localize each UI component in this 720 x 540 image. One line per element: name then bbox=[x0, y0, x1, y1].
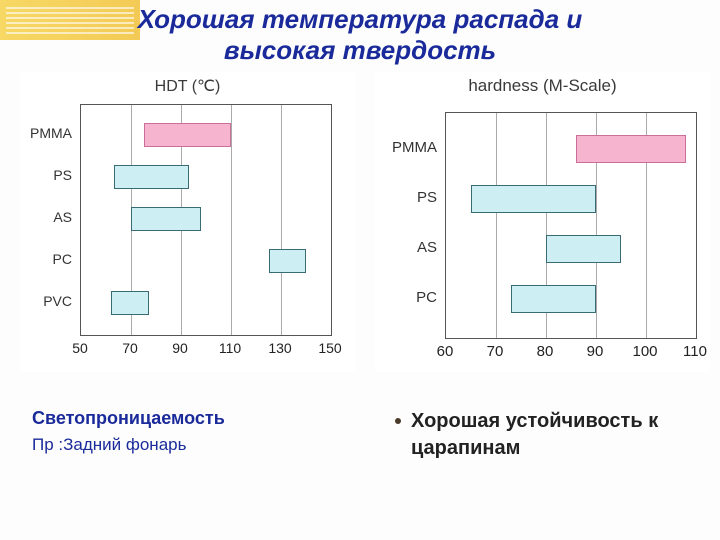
hardness-ylabel-ps: PS bbox=[375, 189, 437, 206]
hardness-gridline bbox=[496, 113, 497, 338]
hardness-xtick: 90 bbox=[580, 343, 610, 360]
hdt-ylabel-pc: PC bbox=[20, 251, 72, 267]
hdt-xtick: 70 bbox=[115, 340, 145, 356]
caption-left-2: Пр :Задний фонарь bbox=[32, 435, 352, 455]
bullet-dot-icon bbox=[395, 418, 401, 424]
hdt-bar-pmma bbox=[144, 123, 232, 147]
hdt-xtick: 90 bbox=[165, 340, 195, 356]
caption-right-text: Хорошая устойчивость к царапинам bbox=[411, 408, 695, 462]
hardness-ylabel-pmma: PMMA bbox=[375, 139, 437, 156]
hardness-plot bbox=[445, 112, 697, 339]
caption-left-1: Светопроницаемость bbox=[32, 408, 352, 429]
hdt-title: HDT (℃) bbox=[20, 76, 355, 96]
hdt-ylabel-ps: PS bbox=[20, 167, 72, 183]
hardness-bar-ps bbox=[471, 185, 596, 213]
hdt-bar-ps bbox=[114, 165, 189, 189]
chart-hardness: hardness (M-Scale) 60 70 80 90 100 110 PMMA PS AS… bbox=[375, 72, 710, 372]
hdt-gridline bbox=[231, 105, 232, 335]
hardness-xtick: 60 bbox=[430, 343, 460, 360]
hdt-xtick: 50 bbox=[65, 340, 95, 356]
hdt-bar-pvc bbox=[111, 291, 149, 315]
hardness-xtick: 70 bbox=[480, 343, 510, 360]
slide-title: Хорошая температура распада и высокая тв… bbox=[0, 4, 720, 66]
hardness-xtick: 100 bbox=[630, 343, 660, 360]
hdt-xtick: 110 bbox=[215, 340, 245, 356]
hdt-gridline bbox=[281, 105, 282, 335]
hardness-ylabel-as: AS bbox=[375, 239, 437, 256]
hdt-ylabel-pvc: PVC bbox=[20, 293, 72, 309]
hdt-ylabel-as: AS bbox=[20, 209, 72, 225]
caption-right: Хорошая устойчивость к царапинам bbox=[395, 408, 695, 462]
hardness-bar-pmma bbox=[576, 135, 686, 163]
hdt-bar-pc bbox=[269, 249, 307, 273]
hdt-xtick: 130 bbox=[265, 340, 295, 356]
hardness-xtick: 110 bbox=[680, 343, 710, 360]
hardness-title: hardness (M-Scale) bbox=[375, 76, 710, 96]
hardness-bar-pc bbox=[511, 285, 596, 313]
title-line-1: Хорошая температура распада и bbox=[138, 4, 583, 34]
caption-left: Светопроницаемость Пр :Задний фонарь bbox=[32, 408, 352, 455]
hardness-ylabel-pc: PC bbox=[375, 289, 437, 306]
hardness-xtick: 80 bbox=[530, 343, 560, 360]
hdt-ylabel-pmma: PMMA bbox=[20, 125, 72, 141]
chart-hdt: HDT (℃) 50 70 90 110 130 150 PMMA PS AS PC PVC bbox=[20, 72, 355, 372]
hdt-bar-as bbox=[131, 207, 201, 231]
hdt-xtick: 150 bbox=[315, 340, 345, 356]
hdt-plot bbox=[80, 104, 332, 336]
hardness-bar-as bbox=[546, 235, 621, 263]
title-line-2: высокая твердость bbox=[224, 35, 496, 65]
